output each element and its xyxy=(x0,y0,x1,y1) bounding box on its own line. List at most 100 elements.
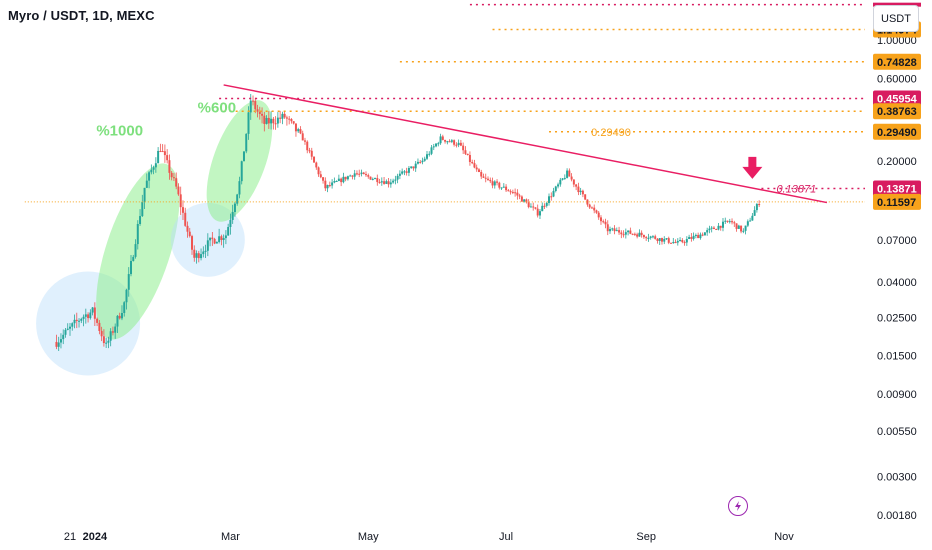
candle-body xyxy=(315,162,318,168)
candle-body xyxy=(466,153,469,156)
candle-body xyxy=(484,177,487,179)
candle-body xyxy=(229,219,232,228)
candle-body xyxy=(258,111,261,114)
candle-body xyxy=(475,167,478,170)
candle-body xyxy=(609,229,612,232)
candle-body xyxy=(297,129,300,132)
candle-body xyxy=(252,100,255,102)
candle-body xyxy=(683,242,686,244)
price-badge xyxy=(873,90,921,107)
time-tick-label: 2024 xyxy=(83,531,108,543)
candle-body xyxy=(708,228,711,231)
candle-body xyxy=(186,225,189,232)
candle-body xyxy=(204,250,207,252)
candle-body xyxy=(588,204,591,208)
candle-body xyxy=(303,140,306,142)
candle-body xyxy=(145,180,148,188)
candle-body xyxy=(328,185,331,187)
candle-body xyxy=(749,220,752,222)
candle-body xyxy=(220,236,223,240)
candle-body xyxy=(690,237,693,239)
price-tick-label: 0.00300 xyxy=(877,472,917,484)
candle-body xyxy=(394,179,397,181)
candle-body xyxy=(355,173,358,175)
candle-body xyxy=(57,342,60,347)
time-tick-label: May xyxy=(358,531,379,543)
candle-body xyxy=(150,169,153,173)
candle-body xyxy=(421,160,424,163)
candle-body xyxy=(724,220,727,222)
price-tick-label: 0.01500 xyxy=(877,351,917,363)
candle-body xyxy=(500,187,503,189)
candle-body xyxy=(114,326,117,333)
candle-body xyxy=(457,142,460,146)
candle-body xyxy=(324,180,327,189)
candle-body xyxy=(482,176,485,178)
candle-body xyxy=(313,156,316,163)
candle-body xyxy=(362,172,365,175)
candle-body xyxy=(335,181,338,183)
candle-body xyxy=(87,314,90,319)
candle-body xyxy=(256,109,259,112)
candle-body xyxy=(706,230,709,233)
candle-body xyxy=(453,140,456,145)
candle-body xyxy=(71,323,74,327)
price-badge-label: 0.38763 xyxy=(877,106,917,118)
candle-body xyxy=(631,233,634,235)
candle-body xyxy=(665,238,668,240)
candle-body xyxy=(139,216,142,225)
candle-body xyxy=(744,225,747,231)
candle-body xyxy=(202,251,205,255)
candle-body xyxy=(89,312,92,319)
price-axis[interactable]: 1.00000 0.60000 0.20000 0.07000 0.04000 0.025… xyxy=(877,35,917,522)
candle-body xyxy=(525,199,528,203)
candle-body xyxy=(670,242,673,244)
candle-body xyxy=(197,253,200,259)
candle-body xyxy=(385,181,388,184)
candle-body xyxy=(439,136,442,144)
time-tick-label: 21 xyxy=(64,531,76,543)
candle-body xyxy=(102,336,105,344)
candle-body xyxy=(416,161,419,164)
candle-body xyxy=(737,225,740,229)
candle-body xyxy=(148,172,151,181)
candle-body xyxy=(319,174,322,178)
candle-body xyxy=(491,181,494,186)
candle-body xyxy=(111,331,114,333)
candle-body xyxy=(206,240,209,251)
currency-button[interactable]: USDT xyxy=(873,5,919,32)
candle-body xyxy=(62,334,65,340)
candle-body xyxy=(403,171,406,173)
candle-body xyxy=(473,163,476,168)
candle-body xyxy=(224,235,227,239)
candle-body xyxy=(374,178,377,180)
candle-body xyxy=(464,150,467,154)
price-badge xyxy=(873,123,921,140)
candle-body xyxy=(310,150,313,157)
candle-body xyxy=(276,117,279,124)
candle-body xyxy=(143,187,146,202)
price-badge-label: 0.13871 xyxy=(877,183,917,195)
candle-body xyxy=(651,236,654,238)
candle-body xyxy=(751,215,754,221)
candle-body xyxy=(509,191,512,193)
candle-body xyxy=(489,179,492,182)
price-badge-label: 0.11597 xyxy=(877,197,916,209)
time-axis[interactable]: 21 2024 Mar May Jul Sep Nov xyxy=(64,531,794,543)
drawings xyxy=(24,3,865,204)
candle-body xyxy=(561,178,564,180)
candle-body xyxy=(242,151,245,162)
descending-trendline xyxy=(223,84,828,204)
candle-body xyxy=(493,181,496,186)
lightning-icon[interactable] xyxy=(728,496,748,516)
candle-body xyxy=(209,237,212,241)
candle-body xyxy=(731,221,734,223)
candle-body xyxy=(288,118,291,120)
candle-body xyxy=(351,175,354,177)
candle-body xyxy=(227,227,230,236)
candle-body xyxy=(163,151,166,156)
candle-body xyxy=(59,339,62,343)
candle-body xyxy=(681,240,684,243)
price-badge-label: 0.29490 xyxy=(877,127,917,139)
